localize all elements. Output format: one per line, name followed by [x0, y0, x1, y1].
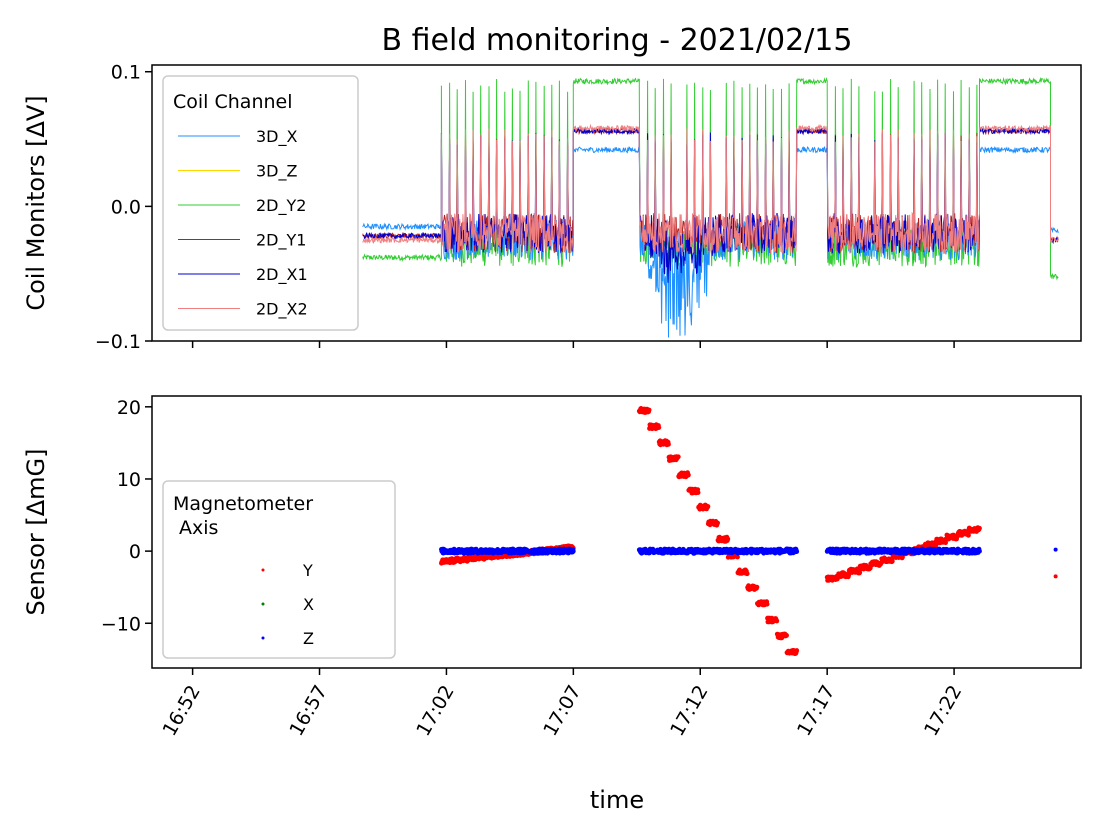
coil-monitor-panel: 0.1 0.0 −0.1 Coil Monitors [ΔV] Coil Chann… — [22, 62, 1082, 353]
scatter-point — [695, 490, 701, 495]
magnetometer-legend-title: Magnetometer Axis — [173, 493, 313, 539]
scatter-point — [1053, 574, 1058, 579]
scatter-point — [666, 441, 671, 447]
y-tick-label: 20 — [117, 397, 141, 419]
coil-legend-title: Coil Channel — [173, 91, 293, 113]
sensor-points — [439, 406, 1058, 656]
coil-monitor-y-label: Coil Monitors [ΔV] — [22, 95, 50, 310]
x-tick-label: 17:22 — [920, 682, 966, 740]
y-tick-label: −0.1 — [95, 331, 141, 353]
coil-channel-legend: Coil Channel 3D_X 3D_Z 2D_Y2 2D_Y1 2D_X1 2D_X… — [162, 75, 359, 331]
scatter-point — [656, 425, 662, 430]
magnetometer-legend-frame — [162, 480, 396, 659]
coil-monitor-frame — [151, 64, 1082, 342]
legend-marker-z — [261, 636, 265, 640]
magnetometer-legend: Magnetometer Axis YXZ — [162, 480, 396, 659]
sensor-frame — [151, 395, 1082, 669]
scatter-point — [735, 554, 740, 560]
scatter-point — [715, 520, 720, 526]
legend-label-3d_x: 3D_X — [256, 127, 298, 147]
scatter-point — [784, 633, 789, 638]
coil-monitor-x-ticks — [191, 341, 955, 348]
scatter-point — [705, 504, 711, 509]
scatter-point — [725, 536, 731, 542]
scatter-point — [857, 570, 863, 575]
scatter-point — [744, 571, 750, 577]
coil-monitor-y-ticks: 0.1 0.0 −0.1 — [95, 62, 152, 353]
scatter-point — [686, 472, 691, 478]
scatter-point — [774, 618, 780, 624]
y-tick-label: 10 — [117, 469, 141, 491]
scatter-point — [966, 532, 971, 538]
scatter-point — [1053, 547, 1058, 552]
x-tick-label: 16:57 — [285, 682, 331, 740]
legend-label-2d_y2: 2D_Y2 — [256, 196, 306, 216]
x-axis-label: time — [590, 786, 644, 814]
legend-label-y: Y — [302, 561, 313, 580]
y-tick-label: 0 — [129, 541, 141, 563]
x-tick-label: 17:02 — [412, 682, 458, 740]
legend-marker-x — [261, 602, 265, 606]
sensor-y-label: Sensor [ΔmG] — [22, 448, 50, 615]
legend-marker-y — [261, 568, 265, 572]
scatter-point — [933, 542, 939, 548]
scatter-point — [794, 549, 800, 554]
scatter-point — [754, 584, 760, 590]
sensor-x-ticks: 16:52 16:57 17:02 17:07 17:12 17:17 17:22 — [159, 668, 966, 740]
legend-label-x: X — [303, 595, 314, 614]
scatter-point — [675, 454, 681, 460]
y-tick-label: −10 — [101, 613, 141, 635]
x-tick-label: 17:17 — [793, 682, 839, 740]
legend-label-3d_z: 3D_Z — [256, 162, 298, 182]
figure-title: B field monitoring - 2021/02/15 — [382, 23, 853, 58]
legend-label-2d_x1: 2D_X1 — [256, 265, 308, 285]
scatter-point — [943, 540, 948, 546]
y-tick-label: 0.0 — [111, 196, 141, 218]
scatter-series-z — [439, 546, 1058, 556]
scatter-series-y — [439, 406, 1058, 656]
legend-label-2d_y1: 2D_Y1 — [256, 231, 306, 251]
x-tick-label: 17:12 — [666, 682, 712, 740]
scatter-point — [977, 525, 982, 531]
scatter-point — [646, 407, 652, 413]
scatter-point — [889, 558, 895, 564]
legend-label-z: Z — [303, 629, 314, 648]
legend-label-2d_x2: 2D_X2 — [256, 300, 308, 320]
coil-monitor-lines — [362, 76, 1059, 338]
scatter-point — [794, 648, 800, 653]
x-tick-label: 17:07 — [539, 682, 585, 740]
scatter-point — [764, 601, 770, 607]
coil-legend-frame — [162, 75, 359, 331]
sensor-y-ticks: 20 10 0 −10 — [101, 397, 152, 635]
scatter-point — [570, 548, 576, 554]
x-tick-label: 16:52 — [159, 682, 205, 740]
scatter-point — [977, 548, 982, 554]
series-line-2d_x2 — [362, 123, 1059, 254]
y-tick-label: 0.1 — [111, 62, 141, 84]
